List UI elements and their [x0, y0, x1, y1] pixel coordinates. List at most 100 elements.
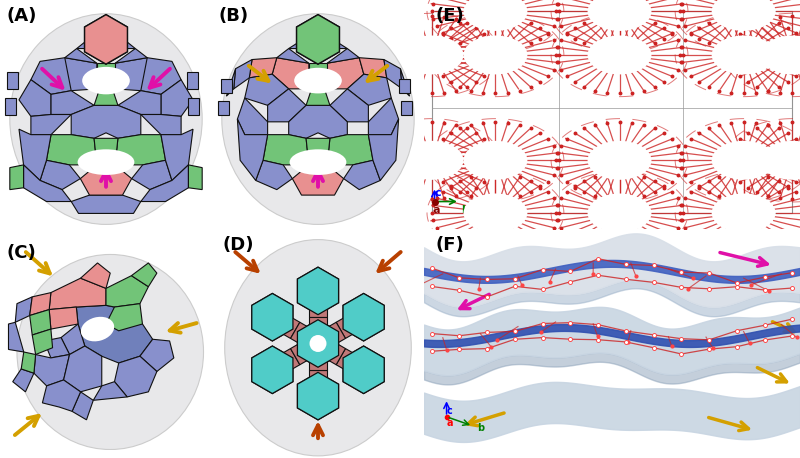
Polygon shape — [13, 369, 34, 392]
Polygon shape — [31, 114, 71, 135]
Polygon shape — [280, 316, 300, 338]
Text: (E): (E) — [435, 7, 464, 25]
Polygon shape — [309, 370, 327, 382]
Polygon shape — [161, 80, 193, 116]
Polygon shape — [85, 15, 127, 64]
Text: c: c — [434, 188, 441, 198]
Polygon shape — [94, 138, 118, 165]
Polygon shape — [309, 358, 327, 370]
Polygon shape — [23, 165, 71, 202]
Polygon shape — [306, 138, 330, 165]
Polygon shape — [289, 105, 347, 138]
Ellipse shape — [225, 240, 411, 456]
Polygon shape — [42, 380, 81, 411]
Polygon shape — [336, 349, 356, 371]
Ellipse shape — [82, 67, 130, 94]
Polygon shape — [326, 322, 346, 344]
Polygon shape — [252, 294, 293, 341]
Polygon shape — [309, 317, 327, 329]
Polygon shape — [327, 49, 359, 63]
Polygon shape — [115, 49, 147, 63]
Polygon shape — [290, 322, 310, 344]
Polygon shape — [344, 160, 380, 190]
Polygon shape — [252, 346, 293, 393]
Polygon shape — [221, 79, 232, 93]
Polygon shape — [226, 69, 235, 96]
Polygon shape — [15, 297, 32, 322]
Polygon shape — [44, 338, 70, 358]
Polygon shape — [115, 58, 159, 91]
Bar — [431, 11, 793, 213]
Polygon shape — [343, 346, 384, 393]
Polygon shape — [252, 346, 293, 393]
Circle shape — [399, 36, 463, 75]
Circle shape — [399, 141, 463, 180]
Polygon shape — [32, 329, 53, 354]
Polygon shape — [51, 91, 94, 114]
Polygon shape — [336, 316, 356, 338]
Polygon shape — [118, 91, 161, 114]
Polygon shape — [94, 382, 127, 400]
Text: a: a — [432, 205, 440, 215]
Polygon shape — [132, 160, 172, 190]
Polygon shape — [140, 339, 174, 371]
Polygon shape — [256, 160, 292, 190]
Polygon shape — [238, 98, 268, 135]
Polygon shape — [347, 74, 391, 105]
Circle shape — [587, 0, 651, 31]
Polygon shape — [131, 263, 157, 287]
Polygon shape — [402, 101, 412, 115]
Text: (A): (A) — [7, 7, 38, 25]
Polygon shape — [76, 305, 153, 363]
Ellipse shape — [78, 149, 134, 175]
Text: (C): (C) — [6, 244, 36, 262]
Text: (B): (B) — [219, 7, 249, 25]
Ellipse shape — [290, 149, 346, 175]
Polygon shape — [19, 129, 51, 180]
Text: b: b — [477, 423, 484, 432]
Circle shape — [463, 0, 527, 31]
Polygon shape — [21, 352, 36, 373]
Polygon shape — [72, 392, 94, 420]
Polygon shape — [10, 165, 23, 190]
Polygon shape — [330, 89, 368, 122]
Polygon shape — [141, 165, 189, 202]
Polygon shape — [186, 72, 198, 89]
Polygon shape — [343, 294, 384, 341]
Ellipse shape — [294, 68, 342, 93]
Polygon shape — [85, 15, 127, 64]
Text: (D): (D) — [222, 236, 254, 254]
Polygon shape — [297, 15, 339, 64]
Polygon shape — [189, 165, 202, 190]
Polygon shape — [250, 58, 277, 78]
Ellipse shape — [222, 14, 414, 224]
Circle shape — [712, 0, 775, 31]
Polygon shape — [326, 343, 346, 365]
Polygon shape — [268, 89, 306, 122]
Polygon shape — [298, 267, 338, 315]
Circle shape — [712, 193, 775, 233]
Polygon shape — [368, 119, 398, 180]
Polygon shape — [9, 322, 24, 352]
Polygon shape — [106, 276, 149, 307]
Polygon shape — [359, 58, 386, 78]
Polygon shape — [31, 58, 71, 94]
Ellipse shape — [310, 335, 326, 352]
Ellipse shape — [81, 317, 114, 341]
Polygon shape — [141, 114, 181, 135]
Text: b: b — [462, 205, 470, 215]
Circle shape — [463, 193, 527, 233]
Polygon shape — [81, 263, 110, 289]
Polygon shape — [306, 89, 330, 105]
Circle shape — [463, 141, 527, 180]
Polygon shape — [368, 98, 398, 135]
Ellipse shape — [17, 255, 203, 449]
Text: c: c — [446, 407, 452, 416]
Polygon shape — [297, 15, 339, 64]
Polygon shape — [49, 307, 78, 329]
Polygon shape — [277, 49, 309, 63]
Polygon shape — [289, 30, 318, 49]
Text: a: a — [446, 418, 453, 428]
Circle shape — [587, 36, 651, 75]
Polygon shape — [298, 372, 338, 420]
